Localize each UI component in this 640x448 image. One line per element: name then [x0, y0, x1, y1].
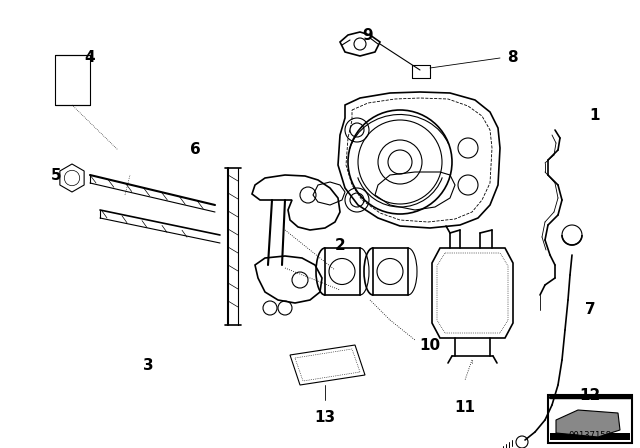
- Text: 00137158: 00137158: [568, 431, 611, 440]
- Text: 13: 13: [314, 410, 335, 426]
- Text: 12: 12: [579, 388, 600, 402]
- Text: 10: 10: [419, 337, 440, 353]
- Text: 9: 9: [363, 27, 373, 43]
- Text: 1: 1: [589, 108, 600, 122]
- Text: 5: 5: [51, 168, 61, 182]
- Text: 8: 8: [507, 51, 517, 65]
- Text: 2: 2: [335, 237, 346, 253]
- Text: 3: 3: [143, 358, 154, 372]
- Text: 6: 6: [189, 142, 200, 158]
- Bar: [548, 395, 632, 443]
- Text: 7: 7: [585, 302, 595, 318]
- Text: 11: 11: [454, 401, 476, 415]
- Bar: [550, 433, 630, 440]
- Bar: [55, 55, 90, 105]
- Text: 4: 4: [84, 51, 95, 65]
- Polygon shape: [556, 410, 620, 437]
